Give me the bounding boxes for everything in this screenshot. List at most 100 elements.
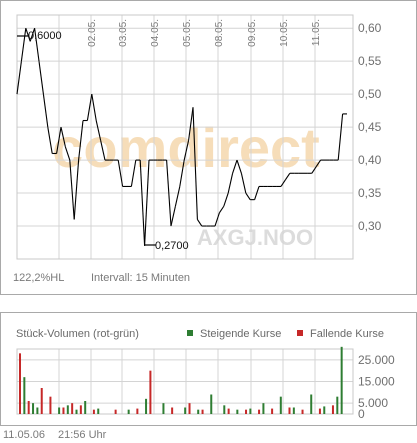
price-y-axis: 0,60 0,55 0,50 0,45 0,40 0,35 0,30: [358, 21, 382, 233]
volume-bar-up: [262, 403, 265, 414]
volume-y-tick-label: 25.000: [358, 353, 395, 367]
price-line-segment: [117, 159, 124, 187]
volume-bar-up: [236, 409, 239, 414]
volume-bar-up: [340, 346, 343, 414]
volume-grid: [16, 348, 354, 415]
price-x-tick-label: 11.05.: [311, 19, 322, 46]
price-series: [16, 28, 347, 246]
price-line-segment: [214, 212, 220, 227]
footer-time: 21:56 Uhr: [58, 429, 107, 441]
price-grid: [16, 14, 354, 260]
volume-bar-down: [288, 407, 291, 414]
price-line-segment: [29, 28, 36, 42]
volume-bar-down: [136, 408, 139, 414]
price-y-tick-label: 0,55: [358, 54, 382, 68]
price-line-segment: [232, 159, 238, 174]
price-line-segment: [315, 159, 322, 167]
volume-title: Stück-Volumen (rot-grün): [16, 328, 139, 340]
volume-bar-down: [201, 409, 204, 414]
price-line-segment: [47, 127, 53, 154]
high-label: 0,6000: [28, 30, 62, 42]
price-line-segment: [60, 126, 66, 148]
volume-bar-down: [271, 408, 274, 414]
volume-bar-up: [249, 408, 252, 414]
volume-bar-down: [49, 396, 52, 414]
price-y-tick-label: 0,50: [358, 87, 382, 101]
footer-date: 11.05.06: [3, 429, 46, 441]
price-y-tick-label: 0,60: [358, 21, 382, 35]
price-line-segment: [86, 94, 93, 121]
volume-bar-up: [184, 407, 187, 414]
price-line-segment: [38, 61, 44, 95]
volume-bar-up: [127, 409, 130, 414]
price-line-segment: [192, 107, 198, 220]
price-line-segment: [139, 160, 146, 246]
price-x-tick-label: 04.05.: [150, 19, 161, 47]
volume-bar-up: [84, 401, 87, 414]
price-line-segment: [240, 173, 247, 194]
price-y-tick-label: 0,40: [358, 153, 382, 167]
price-x-tick-label: 05.05.: [182, 19, 193, 47]
price-line-segment: [311, 166, 317, 174]
price-line-segment: [183, 140, 190, 161]
price-line-segment: [64, 146, 71, 161]
price-line-segment: [78, 120, 84, 161]
price-line-segment: [179, 159, 185, 187]
price-line-segment: [245, 192, 251, 200]
price-plot-frame: [16, 14, 354, 260]
volume-bar-down: [79, 405, 82, 414]
volume-y-tick-label: 0: [358, 407, 365, 421]
volume-bar-up: [210, 394, 213, 414]
price-line-segment: [254, 186, 260, 200]
price-line-segment: [196, 219, 203, 227]
price-line-segment: [337, 113, 344, 161]
price-line-segment: [42, 94, 49, 128]
volume-bar-down: [27, 401, 30, 414]
price-line-segment: [34, 28, 40, 62]
price-line-segment: [218, 205, 225, 214]
price-line-segment: [227, 173, 234, 194]
volume-bar-up: [162, 403, 165, 414]
price-line-segment: [144, 160, 150, 246]
price-chart: comdirect AXGJ.NOO 02.05. 03.05. 04.05. 05.…: [13, 14, 382, 284]
price-line-segment: [56, 127, 62, 154]
price-line-segment: [280, 179, 286, 187]
volume-bar-up: [75, 409, 78, 414]
price-x-axis: 02.05. 03.05. 04.05. 05.05. 08.05. 09.05. 10.0…: [87, 19, 322, 47]
price-x-tick-label: 08.05.: [214, 19, 225, 47]
volume-y-tick-label: 5.000: [358, 396, 388, 410]
volume-bar-up: [32, 403, 35, 414]
price-x-tick-label: 02.05.: [87, 19, 98, 47]
price-line-segment: [91, 94, 97, 121]
price-line-segment: [166, 160, 172, 227]
price-y-tick-label: 0,30: [358, 219, 382, 233]
legend-down-label: Fallende Kurse: [310, 328, 384, 340]
volume-bar-down: [40, 388, 43, 414]
volume-bar-up: [336, 396, 339, 414]
price-line-segment: [236, 159, 242, 174]
volume-bar-up: [323, 406, 326, 414]
volume-bar-down: [301, 409, 304, 414]
price-x-tick-label: 03.05.: [118, 19, 129, 47]
volume-bar-down: [318, 408, 321, 414]
volume-chart-panel: Stück-Volumen (rot-grün) Steigende Kurse…: [0, 312, 417, 426]
volume-chart: Stück-Volumen (rot-grün) Steigende Kurse…: [16, 328, 395, 421]
price-line-segment: [69, 160, 75, 220]
volume-bar-down: [71, 403, 74, 414]
volume-bars: [19, 346, 343, 414]
volume-bar-up: [23, 377, 26, 414]
volume-y-tick-label: 15.000: [358, 375, 395, 389]
range-info: 122,2%HL: [13, 272, 64, 284]
legend-up-label: Steigende Kurse: [200, 328, 281, 340]
price-x-tick-label: 09.05.: [247, 19, 258, 47]
price-x-tick-label: 10.05.: [279, 19, 290, 47]
volume-bar-up: [310, 394, 313, 414]
price-y-tick-label: 0,35: [358, 186, 382, 200]
volume-bar-up: [197, 409, 200, 414]
volume-bar-up: [58, 407, 61, 414]
volume-bar-down: [331, 405, 334, 414]
price-line-segment: [25, 28, 31, 42]
price-line-segment: [174, 186, 181, 207]
volume-bar-down: [19, 353, 21, 414]
